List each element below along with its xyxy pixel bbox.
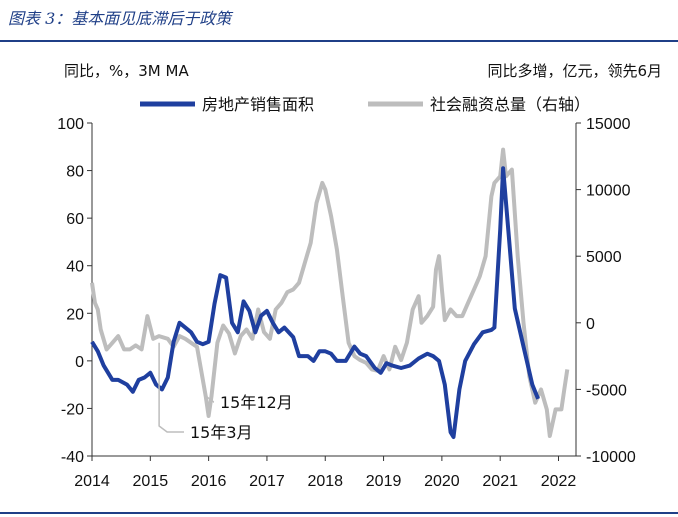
left-axis-unit: 同比，%，3M MA: [64, 62, 189, 80]
annotation-label: 15年12月: [220, 393, 293, 412]
left-tick-label: 40: [66, 259, 84, 276]
figure-title: 图表 3：基本面见底滞后于政策: [8, 9, 232, 28]
x-tick-label: 2019: [366, 473, 402, 490]
left-tick-label: 20: [66, 306, 84, 323]
left-tick-label: -40: [61, 449, 84, 466]
x-tick-label: 2020: [424, 473, 460, 490]
right-tick-label: 15000: [586, 116, 631, 133]
left-tick-label: 100: [57, 116, 84, 133]
legend-label-series1: 房地产销售面积: [202, 95, 314, 114]
left-tick-label: -20: [61, 401, 84, 418]
bottom-rule: [0, 512, 678, 514]
annotation-label: 15年3月: [190, 423, 253, 442]
left-tick-label: 80: [66, 164, 84, 181]
annotation-leader-line: [158, 342, 184, 433]
right-tick-label: 5000: [586, 249, 622, 266]
x-tick-label: 2017: [249, 473, 285, 490]
series-line-property-sales: [90, 166, 540, 439]
x-tick-label: 2015: [133, 473, 169, 490]
right-axis-unit: 同比多增，亿元，领先6月: [487, 62, 662, 80]
x-tick-label: 2016: [191, 473, 227, 490]
right-tick-label: -5000: [586, 382, 627, 399]
x-tick-label: 2014: [74, 473, 110, 490]
right-tick-label: 0: [586, 316, 595, 333]
x-tick-label: 2021: [482, 473, 518, 490]
left-tick-label: 60: [66, 211, 84, 228]
x-tick-label: 2018: [307, 473, 343, 490]
left-tick-label: 0: [75, 354, 84, 371]
annotation-leader-line: [204, 394, 215, 403]
right-tick-label: -10000: [586, 449, 636, 466]
x-tick-label: 2022: [541, 473, 577, 490]
title-rule: [0, 40, 678, 42]
right-tick-label: 10000: [586, 183, 631, 200]
legend-label-series2: 社会融资总量（右轴）: [430, 95, 590, 114]
